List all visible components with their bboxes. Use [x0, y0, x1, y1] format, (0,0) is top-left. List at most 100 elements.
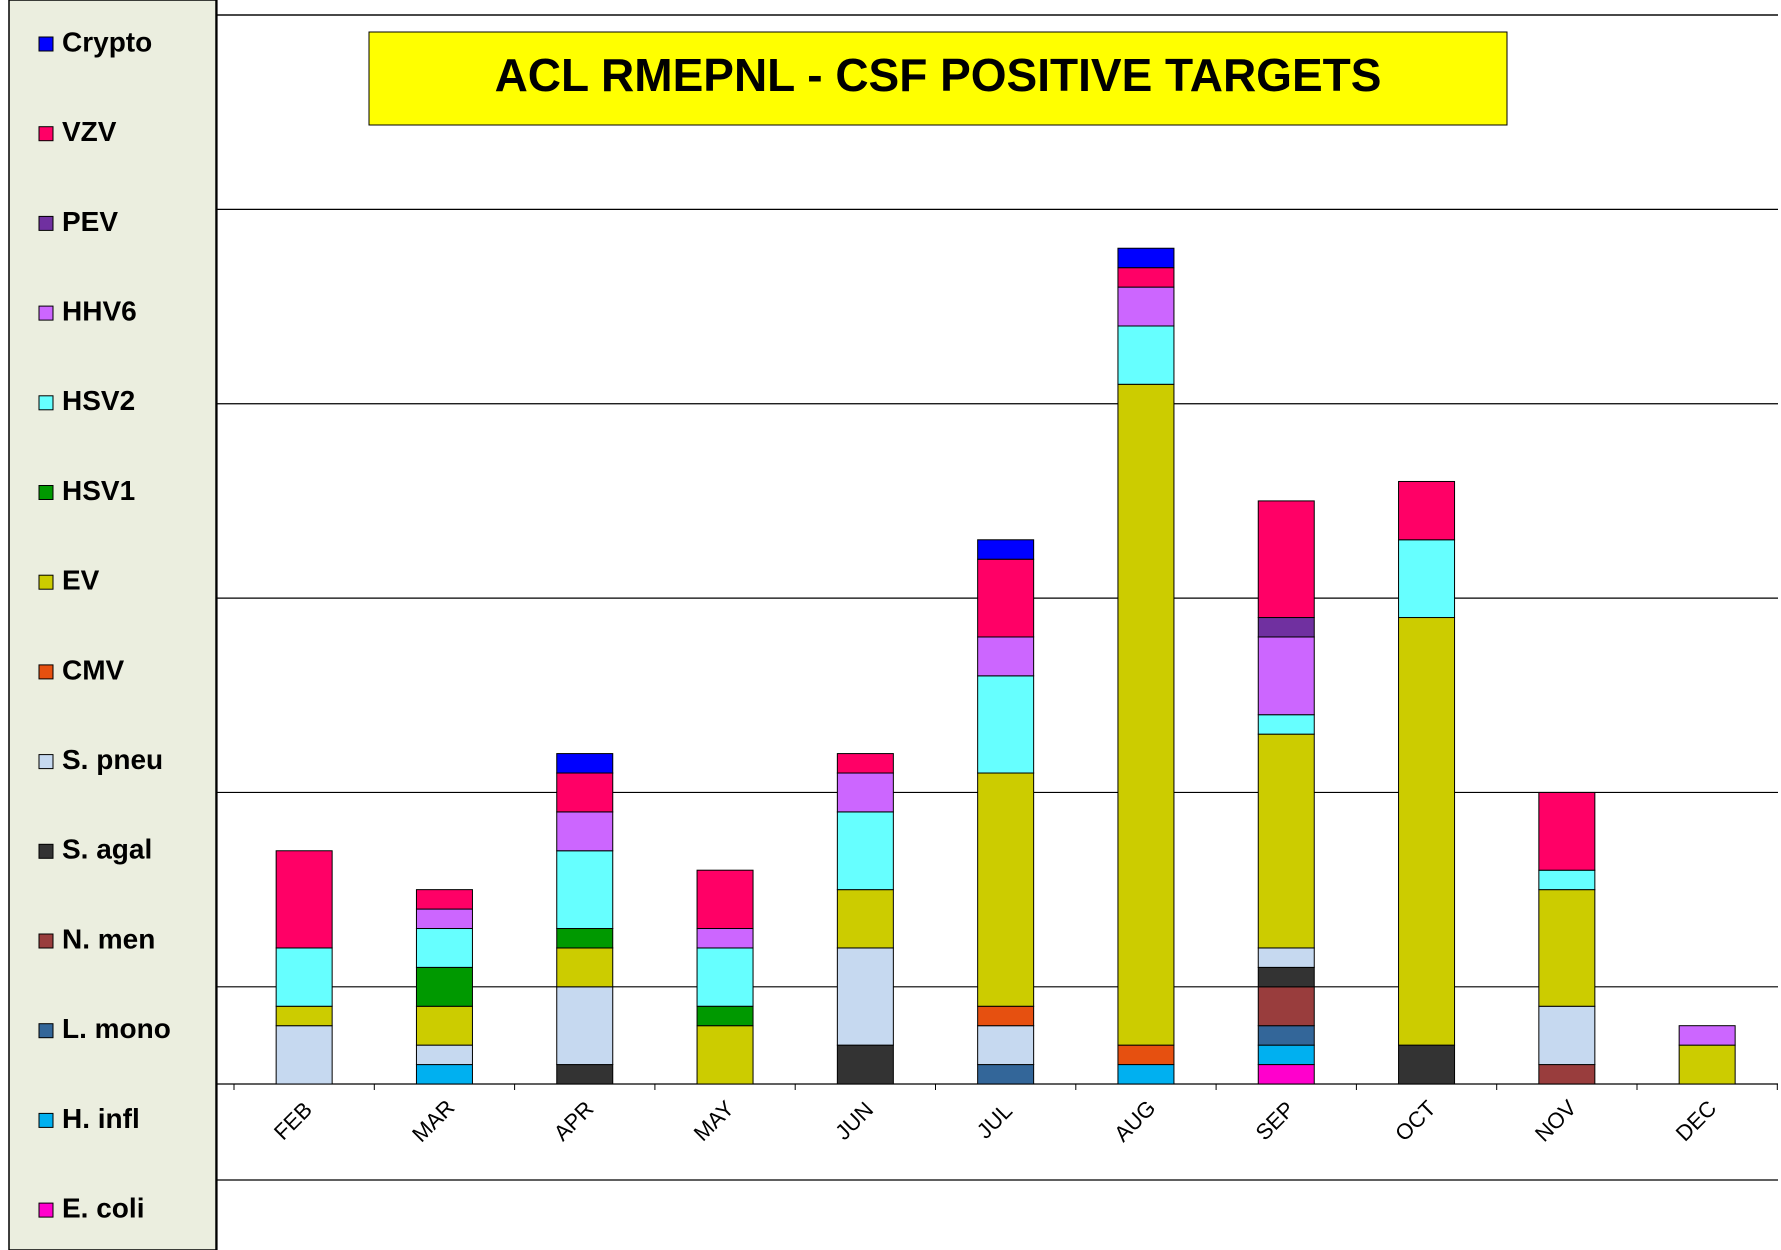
bar-segment [556, 753, 614, 774]
bar-segment [1257, 733, 1315, 949]
title-box [368, 31, 1508, 126]
bar-segment [556, 947, 614, 988]
bar-segment [977, 636, 1035, 677]
legend-label: PEV [62, 206, 118, 237]
bar-segment [1678, 1044, 1736, 1085]
legend-label: E. coli [62, 1192, 144, 1223]
bar-segment [275, 947, 333, 1007]
legend-label: S. pneu [62, 744, 163, 775]
bar-segment [836, 1044, 894, 1085]
legend-swatch [38, 126, 54, 142]
legend-swatch [38, 843, 54, 859]
bar-segment [415, 1044, 473, 1066]
legend-swatch [38, 305, 54, 321]
bar-segment [1538, 889, 1596, 1007]
legend-label: HSV1 [62, 475, 135, 506]
bar-segment [1257, 986, 1315, 1027]
bar-segment [415, 908, 473, 930]
bar-segment [415, 966, 473, 1007]
bar-segment [556, 772, 614, 813]
legend-swatch [38, 1112, 54, 1128]
legend-label: HHV6 [62, 295, 137, 326]
x-tick-label: OCT [1390, 1096, 1441, 1147]
legend-swatch [38, 933, 54, 949]
bar-segment [275, 1025, 333, 1085]
legend-swatch [38, 574, 54, 590]
bar-segment [1257, 636, 1315, 716]
bar-segment [415, 928, 473, 968]
bar-segment [696, 1025, 754, 1085]
legend-label: EV [62, 565, 100, 596]
bar-segment [696, 869, 754, 930]
bar-segment [1257, 1064, 1315, 1085]
legend-label: CMV [62, 654, 125, 685]
bar-segment [1398, 480, 1456, 541]
bar-segment [1257, 947, 1315, 968]
bar-segment [696, 947, 754, 1007]
bar-segment [1398, 617, 1456, 1046]
legend-label: N. men [62, 923, 155, 954]
bar-segment [556, 811, 614, 852]
bar-segment [1538, 869, 1596, 891]
bar-segment [1257, 1025, 1315, 1046]
bar-segment [275, 850, 333, 949]
x-tick-label: NOV [1530, 1095, 1582, 1147]
x-tick-label: JUN [830, 1097, 878, 1145]
bar-segment [977, 1025, 1035, 1066]
bar-segment [977, 558, 1035, 638]
legend-label: S. agal [62, 834, 152, 865]
bar-segment [1538, 1064, 1596, 1085]
bar-segment [977, 772, 1035, 1007]
bar-segment [836, 753, 894, 774]
bar-segment [836, 772, 894, 813]
bar-segment [696, 928, 754, 949]
bar-segment [1398, 539, 1456, 619]
legend-swatch [38, 1202, 54, 1218]
bar-segment [1117, 1064, 1175, 1085]
bar-segment [1117, 383, 1175, 1046]
x-tick-label: JUL [972, 1098, 1017, 1143]
bar-segment [556, 1064, 614, 1085]
legend-swatch [38, 754, 54, 770]
bar-segment [1257, 617, 1315, 638]
bar-segment [1117, 247, 1175, 269]
bar-segment [415, 1005, 473, 1046]
bar-segment [1257, 1044, 1315, 1066]
legend-label: L. mono [62, 1013, 171, 1044]
legend-swatch [38, 1023, 54, 1039]
bar-segment [1538, 1005, 1596, 1066]
bar-segment [415, 889, 473, 910]
legend-swatch [38, 664, 54, 680]
bar-segment [556, 850, 614, 930]
x-tick-label: MAR [407, 1095, 459, 1147]
bar-segment [977, 1064, 1035, 1085]
x-tick-label: APR [549, 1096, 599, 1146]
legend-swatch [38, 395, 54, 411]
chart-title: ACL RMEPNL - CSF POSITIVE TARGETS [495, 49, 1382, 101]
legend-label: HSV2 [62, 385, 135, 416]
bar-segment [1117, 286, 1175, 327]
bar-segment [556, 928, 614, 949]
bar-segment [275, 1005, 333, 1027]
bar-segment [1257, 714, 1315, 735]
x-tick-label: SEP [1251, 1096, 1300, 1145]
bar-segment [836, 811, 894, 891]
bar-segment [1257, 966, 1315, 988]
bar-segment [1117, 267, 1175, 288]
bar-segment [1678, 1025, 1736, 1046]
bar-segment [415, 1064, 473, 1085]
bar-segment [977, 539, 1035, 560]
legend-swatch [38, 485, 54, 500]
x-tick-label: FEB [269, 1097, 317, 1145]
x-tick-label: DEC [1671, 1095, 1722, 1146]
legend-swatch [38, 215, 54, 231]
bar-segment [836, 947, 894, 1046]
legend-label: Crypto [62, 26, 152, 57]
bar-segment [836, 889, 894, 949]
x-tick-label: MAY [689, 1095, 739, 1145]
bar-segment [1538, 791, 1596, 871]
bar-segment [977, 1005, 1035, 1027]
bar-segment [696, 1005, 754, 1027]
legend-label: VZV [62, 116, 117, 147]
